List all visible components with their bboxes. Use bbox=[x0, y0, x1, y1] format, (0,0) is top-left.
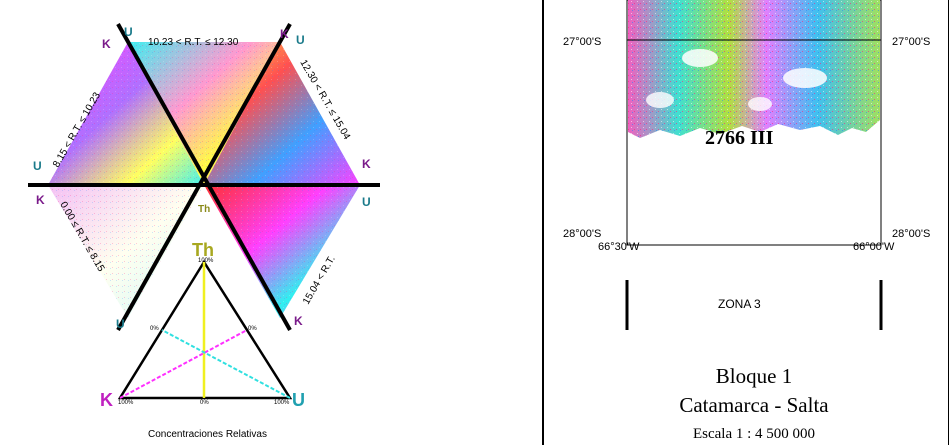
lat-label-right-bottom: 28°00'S bbox=[892, 228, 930, 240]
vertex-label-bottom-left: U bbox=[116, 317, 125, 331]
key-tick-bottom-right: 100% bbox=[274, 400, 290, 406]
vertex-label-top: U bbox=[124, 25, 133, 39]
lon-label-left: 66°30'W bbox=[598, 241, 640, 253]
center-label-th: Th bbox=[198, 204, 210, 215]
key-tick-bottom-left: 100% bbox=[118, 400, 134, 406]
legend-caption: Concentraciones Relativas bbox=[148, 429, 267, 440]
lat-label-left-bottom: 28°00'S bbox=[563, 228, 601, 240]
lat-label-right-top: 27°00'S bbox=[892, 36, 930, 48]
vertex-label-lower-right: K bbox=[294, 314, 303, 328]
key-tick-top: 100% bbox=[198, 258, 214, 264]
key-tick-bottom-mid: 0% bbox=[200, 400, 209, 406]
map-panel-border bbox=[542, 0, 949, 445]
sector-label-top: 10.23 < R.T. ≤ 12.30 bbox=[148, 37, 239, 48]
vertex-label-left: U bbox=[33, 159, 42, 173]
key-label-k: K bbox=[100, 390, 113, 410]
lat-label-left-top: 27°00'S bbox=[563, 36, 601, 48]
key-tick-right-mid: 0% bbox=[248, 326, 257, 332]
region-title: Catamarca - Salta bbox=[679, 393, 829, 417]
sheet-label: 2766 III bbox=[705, 127, 774, 149]
key-triangle bbox=[117, 259, 293, 400]
vertex-label-upper-left: K bbox=[102, 37, 111, 51]
vertex-label-right: U bbox=[362, 195, 371, 209]
block-title: Bloque 1 bbox=[716, 364, 792, 388]
divider-line bbox=[116, 23, 292, 331]
key-tick-left-mid: 0% bbox=[150, 326, 159, 332]
vertex-label-lower-left: K bbox=[36, 193, 45, 207]
lon-label-right: 66°00'W bbox=[853, 241, 895, 253]
key-label-th: Th bbox=[192, 240, 214, 260]
ternary-hexagon bbox=[28, 23, 380, 331]
zone-label: ZONA 3 bbox=[718, 297, 761, 311]
vertex-label-upper-right-u: U bbox=[296, 33, 305, 47]
key-label-u: U bbox=[292, 390, 305, 410]
scale-text: Escala 1 : 4 500 000 bbox=[693, 426, 815, 442]
vertex-label-right-k: K bbox=[362, 157, 371, 171]
map-frame bbox=[626, 0, 882, 246]
vertex-label-upper-right: K bbox=[280, 27, 289, 41]
